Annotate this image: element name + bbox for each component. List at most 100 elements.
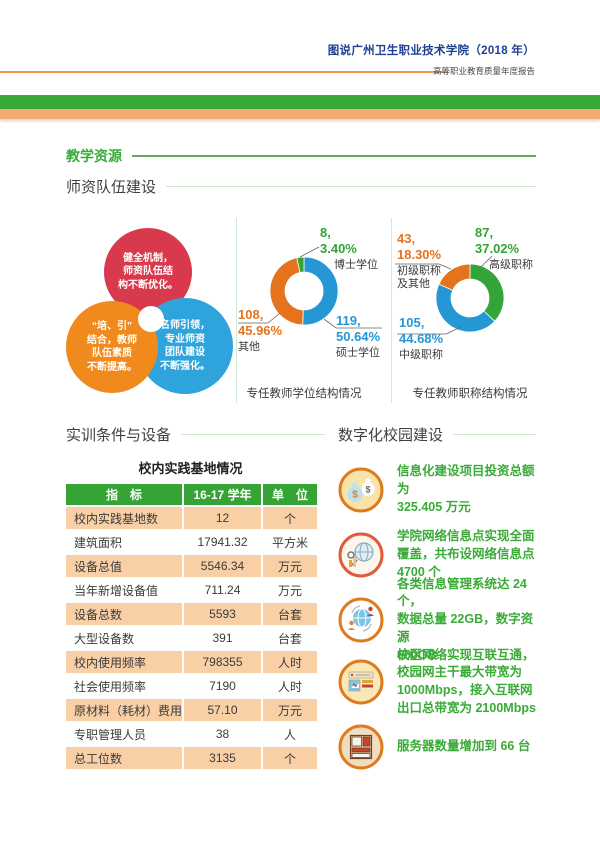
- section-teaching-resources: 教学资源: [66, 146, 536, 166]
- bandwidth-icon: [338, 659, 384, 705]
- section-title: 教学资源: [66, 148, 122, 164]
- table-cell: 711.24: [204, 583, 241, 597]
- center-white-dot: [138, 306, 164, 332]
- label-count: 87,: [475, 225, 494, 240]
- label-percent: 37.02%: [475, 241, 520, 256]
- section-underline: [453, 434, 536, 435]
- panel-divider: [391, 218, 392, 403]
- section-title: 实训条件与设备: [66, 427, 172, 444]
- table-cell: 设备总值: [66, 555, 182, 577]
- label-count: 43,: [397, 231, 416, 246]
- green-band: [0, 95, 600, 109]
- table-cell: 5546.34: [184, 555, 261, 577]
- donut-label-master: 119, 50.64% 硕士学位: [336, 313, 380, 360]
- practice-table: 指 标 16-17 学年单 位校内实践基地数 12 个建筑面积 17941.32 平方米设…: [66, 484, 317, 769]
- table-cell: 校内实践基地数: [66, 507, 182, 529]
- donut-label-doctor: 8, 3.40% 博士学位: [320, 225, 378, 272]
- money-bags-icon: $ $: [338, 467, 384, 513]
- table-cell: 当年新增设备值: [74, 583, 159, 598]
- digital-item-text: 校区网络实现互联互通， 校园网主干最大带宽为 1000Mbps，接入互联网 出口…: [397, 647, 536, 715]
- table-cell: 社会使用频率: [74, 679, 147, 694]
- table-cell: 5593: [184, 603, 261, 625]
- title-donut-caption: 专任教师职称结构情况: [412, 388, 528, 400]
- table-cell: 个: [263, 507, 317, 529]
- label-count: 119,: [336, 313, 361, 328]
- table-cell: 校内使用频率: [66, 651, 182, 673]
- table-cell: 人: [283, 727, 296, 742]
- svg-text:$: $: [365, 485, 370, 495]
- digital-item-text: 各类信息管理系统达 24 个， 数据总量 22GB，数字资源 600GB: [397, 576, 534, 662]
- label-name: 中级职称: [399, 349, 443, 361]
- report-title: 图说广州卫生职业技术学院（2018 年）: [327, 45, 535, 57]
- table-cell: 总工位数: [66, 747, 182, 769]
- table-title: 校内实践基地情况: [138, 461, 243, 476]
- table-cell: 专职管理人员: [74, 727, 147, 742]
- section-training-equipment: 实训条件与设备: [66, 424, 325, 445]
- digital-item-investment: $ $ 信息化建设项目投资总额为 325.405 万元: [338, 460, 543, 520]
- section-faculty-team: 师资队伍建设: [66, 176, 536, 197]
- table-cell: 设备总数: [66, 603, 182, 625]
- label-name: 初级职称 及其他: [397, 265, 441, 290]
- label-count: 105,: [399, 315, 425, 330]
- table-cell: 人时: [263, 651, 317, 673]
- report-subtitle: 高等职业教育质量年度报告: [432, 66, 535, 76]
- table-cell: 798355: [184, 651, 261, 673]
- table-cell: 万元: [263, 699, 317, 721]
- digital-item-network-points: 学院网络信息点实现全面 覆盖，共布设网络信息点 4700 个: [338, 523, 543, 587]
- table-cell: 建筑面积: [74, 535, 123, 550]
- label-name: 硕士学位: [336, 347, 380, 359]
- header-rule: [0, 71, 447, 73]
- section-title: 师资队伍建设: [66, 179, 157, 196]
- digital-item-servers: 服务器数量增加到 66 台: [338, 717, 543, 777]
- degree-donut-chart: [236, 215, 390, 405]
- label-count: 108,: [238, 307, 264, 322]
- table-cell: 台套: [277, 631, 302, 646]
- section-title: 数字化校园建设: [338, 427, 444, 444]
- table-cell: 17941.32: [197, 535, 248, 549]
- table-cell: 台套: [263, 603, 317, 625]
- table-cell: 原材料（耗材）费用: [66, 699, 182, 721]
- degree-donut-panel: 8, 3.40% 博士学位 119, 50.64% 硕士学位 108, 45.9…: [236, 215, 390, 405]
- table-header-cell: 单 位: [263, 484, 317, 505]
- server-icon: [338, 724, 384, 770]
- table-header-cell: 指 标: [66, 484, 182, 505]
- bubble-cultivation: “培、引” 结合，教师 队伍素质 不断提高。: [66, 301, 158, 393]
- section-underline: [166, 186, 536, 187]
- label-percent: 18.30%: [397, 247, 442, 262]
- svg-text:$: $: [352, 490, 358, 501]
- label-name: 博士学位: [334, 259, 378, 271]
- table-cell: 平方米: [271, 535, 308, 550]
- label-name: 其他: [238, 341, 260, 353]
- label-percent: 50.64%: [336, 329, 381, 344]
- table-cell: 38: [215, 727, 230, 741]
- digital-item-text: 服务器数量增加到 66 台: [397, 739, 531, 754]
- table-cell: 万元: [263, 555, 317, 577]
- table-cell: 7190: [209, 679, 236, 693]
- label-percent: 44.68%: [399, 331, 444, 346]
- table-cell: 391: [212, 631, 233, 645]
- donut-label-other: 108, 45.96% 其他: [238, 307, 282, 354]
- digital-item-bandwidth: 校区网络实现互联互通， 校园网主干最大带宽为 1000Mbps，接入互联网 出口…: [338, 648, 543, 716]
- title-donut-chart: [391, 215, 545, 405]
- label-percent: 45.96%: [238, 323, 283, 338]
- label-count: 8,: [320, 225, 331, 240]
- section-digital-campus: 数字化校园建设: [338, 424, 536, 445]
- donut-label-senior: 87, 37.02% 高级职称: [475, 225, 533, 272]
- donut-label-intermediate: 105, 44.68% 中级职称: [399, 315, 443, 362]
- table-cell: 万元: [277, 583, 302, 598]
- digital-item-text: 学院网络信息点实现全面 覆盖，共布设网络信息点 4700 个: [397, 529, 535, 579]
- section-underline: [132, 155, 536, 157]
- label-percent: 3.40%: [320, 241, 357, 256]
- info-systems-icon: [338, 597, 384, 643]
- table-cell: 3135: [184, 747, 261, 769]
- degree-donut-caption: 专任教师学位结构情况: [246, 388, 362, 400]
- network-points-icon: [338, 532, 384, 578]
- title-donut-panel: 43, 18.30% 初级职称 及其他 87, 37.02% 高级职称 105,…: [391, 215, 545, 405]
- digital-item-info-systems: 各类信息管理系统达 24 个， 数据总量 22GB，数字资源 600GB: [338, 577, 543, 662]
- table-cell: 个: [263, 747, 317, 769]
- donut-label-junior: 43, 18.30% 初级职称 及其他: [397, 231, 441, 291]
- table-cell: 大型设备数: [74, 631, 135, 646]
- label-name: 高级职称: [489, 259, 533, 271]
- faculty-bubbles-graphic: 健全机制， 师资队伍结 构不断优化。 名师引领， 专业师资 团队建设 不断强化。…: [60, 215, 236, 405]
- table-header-cell: 16-17 学年: [184, 484, 261, 505]
